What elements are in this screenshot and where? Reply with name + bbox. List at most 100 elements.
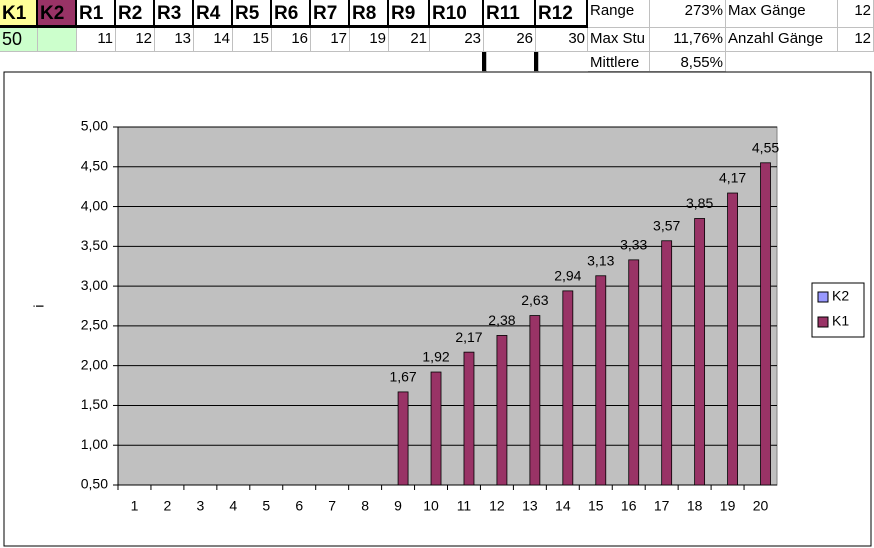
x-tick-label: 1 [131, 498, 139, 514]
data-label: 1,92 [422, 349, 449, 365]
y-tick-label: 2,50 [81, 317, 108, 333]
input-cell[interactable]: 50 [0, 28, 38, 52]
x-tick-label: 9 [394, 498, 402, 514]
bar [727, 192, 738, 486]
x-tick-label: 19 [720, 498, 736, 514]
bar [628, 259, 640, 486]
y-tick-label: 1,00 [81, 436, 108, 452]
y-tick-label: 2,00 [81, 356, 108, 372]
legend-swatch [817, 291, 829, 303]
ratio-cell[interactable]: 15 [233, 28, 272, 52]
ratio-cell[interactable]: 16 [272, 28, 311, 52]
data-label: 1,67 [389, 369, 416, 385]
stat-cell[interactable]: Max Gänge [726, 0, 838, 28]
header-cell[interactable]: K2 [38, 0, 77, 28]
bar [496, 335, 508, 486]
data-label: 3,85 [686, 195, 713, 211]
legend-swatch [817, 316, 829, 328]
stat-cell[interactable]: 12 [838, 28, 874, 52]
header-cell[interactable]: R10 [430, 0, 484, 28]
chart: 0,50 1,00 1,50 2,00 2,50 3,00 3,50 4,00 4,50 5,00… [3, 71, 872, 547]
header-cell[interactable]: R7 [311, 0, 350, 28]
ratio-cell[interactable]: 14 [194, 28, 233, 52]
data-label: 4,17 [719, 170, 746, 186]
bar [661, 240, 673, 486]
header-cell[interactable]: R2 [116, 0, 155, 28]
x-tick-label: 13 [522, 498, 538, 514]
ratio-cell[interactable]: 12 [116, 28, 155, 52]
bar [463, 351, 475, 486]
stat-cell[interactable]: 11,76% [650, 28, 726, 52]
header-cell[interactable]: R6 [272, 0, 311, 28]
bar [694, 218, 706, 486]
data-label: 2,63 [521, 292, 548, 308]
header-cell[interactable]: R12 [536, 0, 588, 28]
bar [562, 290, 574, 486]
x-tick-label: 2 [164, 498, 172, 514]
ratio-cell[interactable]: 11 [77, 28, 116, 52]
y-tick-label: 0,50 [81, 476, 108, 492]
x-tick-label: 15 [588, 498, 604, 514]
ratio-cell[interactable]: 19 [350, 28, 389, 52]
data-label: 4,55 [752, 140, 779, 156]
y-tick-label: 3,50 [81, 237, 108, 253]
ratio-cell[interactable]: 17 [311, 28, 350, 52]
x-tick-label: 17 [654, 498, 670, 514]
ratio-cell[interactable]: 30 [536, 28, 588, 52]
x-tick-label: 5 [262, 498, 270, 514]
y-axis-label: i [31, 304, 47, 307]
cell-border[interactable] [482, 52, 487, 72]
ratio-cell[interactable]: 23 [430, 28, 484, 52]
header-cell[interactable]: K1 [0, 0, 38, 28]
empty-cell[interactable] [38, 28, 77, 52]
stat-cell[interactable]: Range [588, 0, 650, 28]
legend-label: K1 [832, 313, 849, 329]
x-tick-label: 4 [229, 498, 237, 514]
stat-cell[interactable]: 8,55% [650, 52, 726, 72]
bar [529, 315, 541, 486]
ratio-cell[interactable]: 13 [155, 28, 194, 52]
x-tick-label: 3 [196, 498, 204, 514]
header-cell[interactable]: R5 [233, 0, 272, 28]
x-tick-label: 11 [457, 498, 472, 514]
data-label: 3,33 [620, 237, 647, 253]
data-label: 3,57 [653, 217, 680, 233]
bar [397, 391, 409, 486]
y-tick-label: 1,50 [81, 396, 108, 412]
y-tick-label: 5,00 [81, 118, 108, 134]
legend-label: K2 [832, 288, 849, 304]
x-tick-label: 14 [555, 498, 571, 514]
stat-cell[interactable]: Max Stu [588, 28, 650, 52]
header-cell[interactable]: R4 [194, 0, 233, 28]
stat-cell[interactable]: Mittlere [588, 52, 650, 72]
data-label: 2,17 [455, 329, 482, 345]
y-tick-label: 4,00 [81, 197, 108, 213]
bar [430, 371, 442, 486]
header-cell[interactable]: R1 [77, 0, 116, 28]
header-cell[interactable]: R3 [155, 0, 194, 28]
x-tick-label: 20 [753, 498, 769, 514]
plot-area [117, 126, 778, 486]
x-tick-label: 7 [328, 498, 336, 514]
header-cell[interactable]: R11 [484, 0, 536, 28]
x-tick-label: 8 [361, 498, 369, 514]
cell-border[interactable] [534, 52, 539, 72]
data-label: 2,94 [554, 268, 581, 284]
y-tick-label: 3,00 [81, 277, 108, 293]
y-tick-label: 4,50 [81, 157, 108, 173]
x-tick-label: 12 [489, 498, 505, 514]
bar [760, 162, 771, 486]
x-tick-label: 16 [621, 498, 637, 514]
x-tick-label: 6 [295, 498, 303, 514]
header-cell[interactable]: R8 [350, 0, 389, 28]
data-label: 3,13 [587, 252, 614, 268]
ratio-cell[interactable]: 26 [484, 28, 536, 52]
stat-cell[interactable]: 273% [650, 0, 726, 28]
header-cell[interactable]: R9 [389, 0, 430, 28]
data-label: 2,38 [488, 312, 515, 328]
stat-cell[interactable]: Anzahl Gänge [726, 28, 838, 52]
stat-cell[interactable]: 12 [838, 0, 874, 28]
bar [595, 275, 607, 486]
ratio-cell[interactable]: 21 [389, 28, 430, 52]
